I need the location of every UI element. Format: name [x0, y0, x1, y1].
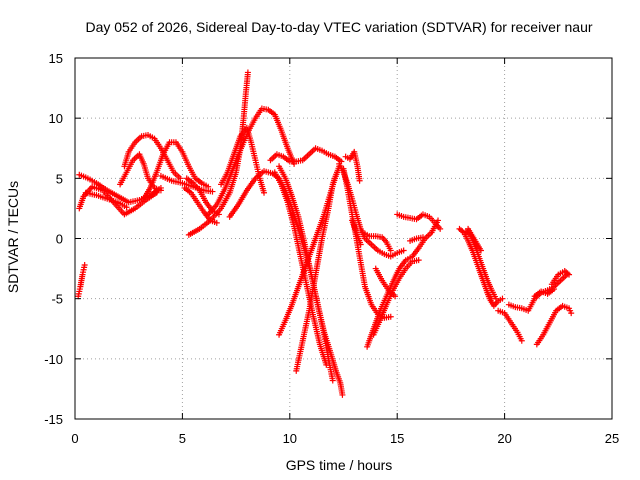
y-tick-label: 10	[49, 111, 63, 126]
x-tick-label: 5	[179, 431, 186, 446]
data-point-23	[387, 247, 394, 254]
data-point-0	[81, 261, 88, 268]
data-point-26	[392, 293, 399, 300]
data-point-16	[339, 391, 346, 398]
x-tick-label: 10	[283, 431, 297, 446]
x-tick-label: 15	[390, 431, 404, 446]
data-point-36	[568, 310, 575, 317]
data-point-37	[566, 271, 573, 278]
data-point-35	[551, 286, 558, 293]
data-points	[75, 69, 575, 398]
y-tick-label: 15	[49, 51, 63, 66]
data-point-20	[387, 313, 394, 320]
data-point-24	[435, 217, 442, 224]
data-point-12	[261, 189, 268, 196]
data-point-21	[356, 177, 363, 184]
x-tick-label: 25	[605, 431, 619, 446]
data-point-5	[157, 187, 164, 194]
plot-grid	[75, 58, 612, 419]
data-point-28	[419, 234, 426, 241]
data-point-18	[334, 169, 341, 176]
data-point-32	[488, 295, 495, 302]
y-tick-label: -5	[51, 292, 63, 307]
data-point-22	[357, 241, 364, 248]
x-tick-label: 20	[497, 431, 511, 446]
data-point-7	[209, 188, 216, 195]
data-point-29	[499, 295, 506, 302]
x-tick-label: 0	[71, 431, 78, 446]
chart-title: Day 052 of 2026, Sidereal Day-to-day VTE…	[85, 19, 592, 35]
data-point-25	[415, 257, 422, 264]
data-point-8	[213, 219, 220, 226]
data-point-15	[323, 361, 330, 368]
data-point-3	[123, 204, 130, 211]
y-axis-label: SDTVAR / TECUs	[5, 181, 21, 293]
y-tick-label: 5	[56, 171, 63, 186]
data-point-10	[244, 69, 251, 76]
data-point-27	[437, 225, 444, 232]
x-axis-label: GPS time / hours	[286, 457, 393, 473]
y-tick-label: 0	[56, 232, 63, 247]
y-tick-labels: -15 -10 -5 0 5 10 15	[44, 51, 63, 427]
axis-ticks	[74, 57, 613, 420]
data-point-13	[329, 377, 336, 384]
data-point-31	[477, 247, 484, 254]
x-tick-labels: 0 5 10 15 20 25	[71, 431, 619, 446]
y-tick-label: -10	[44, 352, 63, 367]
y-tick-label: -15	[44, 412, 63, 427]
data-point-19	[400, 247, 407, 254]
data-point-33	[518, 337, 525, 344]
